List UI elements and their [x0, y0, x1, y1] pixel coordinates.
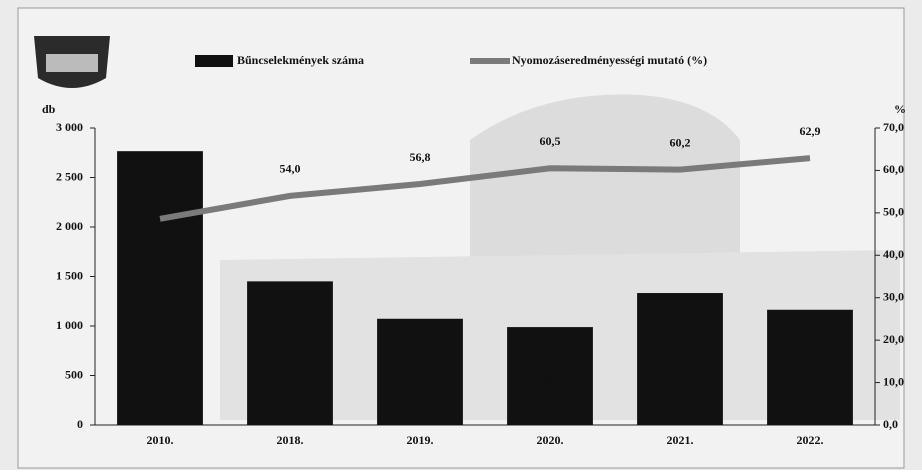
y2-tick-label: 40,0 [883, 247, 904, 261]
bar-value-label: 1 333 [672, 367, 686, 394]
x-tick-label: 2010. [147, 433, 174, 447]
y2-tick-label: 30,0 [883, 289, 904, 303]
line-value-label: 60,5 [540, 134, 561, 148]
y2-tick-label: 60,0 [883, 162, 904, 176]
bar-value-label: 1 164 [802, 367, 816, 394]
x-tick-label: 2021. [667, 433, 694, 447]
legend-label: Nyomozáseredményességi mutató (%) [512, 53, 707, 67]
y-tick-label: 3 000 [56, 120, 83, 134]
x-tick-label: 2022. [797, 433, 824, 447]
bar [247, 281, 333, 425]
line-value-label: 56,8 [410, 150, 431, 164]
bar [117, 151, 203, 425]
y2-axis-title: % [894, 102, 906, 116]
logo [34, 36, 110, 88]
legend-swatch [195, 55, 233, 67]
y2-tick-label: 10,0 [883, 374, 904, 388]
y-tick-label: 2 000 [56, 219, 83, 233]
bar [377, 318, 463, 425]
bar [767, 309, 853, 425]
x-tick-label: 2019. [407, 433, 434, 447]
y-tick-label: 1 000 [56, 318, 83, 332]
y2-tick-label: 50,0 [883, 205, 904, 219]
y-tick-label: 500 [65, 367, 83, 381]
line-value-label: 60,2 [670, 135, 691, 149]
bar-value-label: 989 [542, 371, 556, 389]
y-axis-title: db [42, 102, 56, 116]
y2-tick-label: 70,0 [883, 120, 904, 134]
y2-tick-label: 0,0 [883, 417, 898, 431]
y-tick-label: 2 500 [56, 169, 83, 183]
bar-value-label: 2 766 [152, 367, 166, 394]
bar [637, 293, 723, 425]
line-value-label: 48,6 [150, 185, 171, 199]
x-tick-label: 2020. [537, 433, 564, 447]
line-value-label: 54,0 [280, 162, 301, 176]
x-tick-label: 2018. [277, 433, 304, 447]
y2-tick-label: 20,0 [883, 332, 904, 346]
legend-label: Bűncselekmények száma [237, 53, 364, 67]
bar-value-label: 1 073 [412, 367, 426, 394]
bar-value-label: 1 451 [282, 367, 296, 394]
y-tick-label: 1 500 [56, 268, 83, 282]
bar [507, 327, 593, 425]
y-tick-label: 0 [77, 417, 83, 431]
line [159, 155, 811, 222]
line-value-label: 62,9 [800, 124, 821, 138]
